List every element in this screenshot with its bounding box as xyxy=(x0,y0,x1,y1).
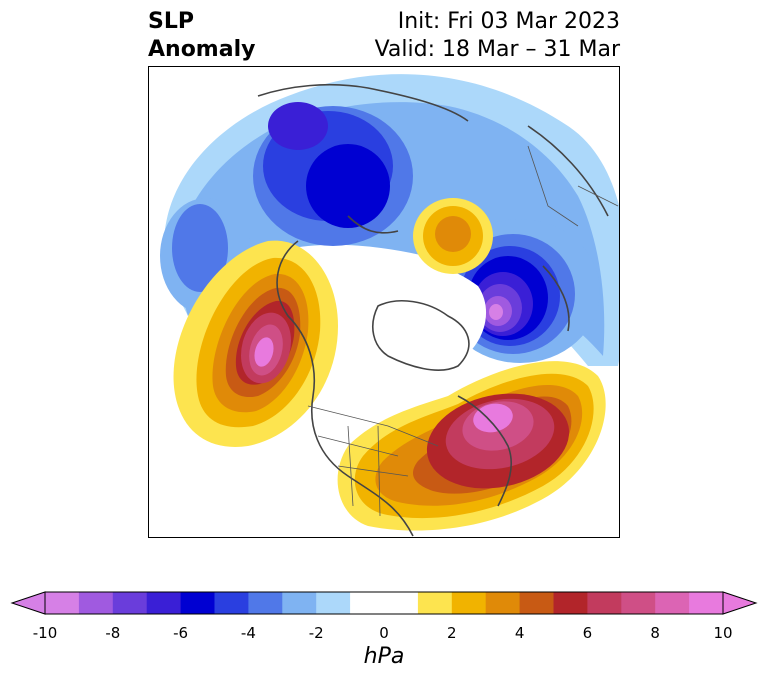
colorbar-cell xyxy=(78,592,114,614)
colorbar-cell xyxy=(45,592,80,614)
map-title-variable: SLP Anomaly xyxy=(148,8,255,64)
colorbar-tick-label: 0 xyxy=(379,624,389,642)
title-variable-line1: SLP xyxy=(148,9,194,34)
colorbar-cell xyxy=(417,592,453,614)
colorbar-cell xyxy=(587,592,622,614)
map-title-dates: Init: Fri 03 Mar 2023 Valid: 18 Mar – 31… xyxy=(375,8,620,64)
colorbar-tick-label: -4 xyxy=(240,624,256,642)
colorbar-cell xyxy=(282,592,317,614)
colorbar-cell xyxy=(485,592,521,614)
colorbar-cell xyxy=(519,592,554,614)
colorbar-tick-label: -8 xyxy=(105,624,121,642)
colorbar-tick-label: -10 xyxy=(32,624,58,642)
title-variable-line2: Anomaly xyxy=(148,37,256,62)
colorbar-cell xyxy=(112,592,148,614)
colorbar-tick-label: 4 xyxy=(514,624,525,642)
siberian-low xyxy=(253,102,413,246)
gulf-of-alaska-high xyxy=(173,240,338,447)
colorbar-cell xyxy=(180,592,215,614)
colorbar-frame xyxy=(44,591,724,615)
colorbar-tick-label: -6 xyxy=(173,624,189,642)
colorbar-tick-label: -2 xyxy=(308,624,324,642)
colorbar-cell xyxy=(350,592,385,614)
neutral-region xyxy=(294,255,487,370)
colorbar-over-arrow xyxy=(722,591,758,615)
map-frame xyxy=(148,66,620,538)
colorbar-cell xyxy=(316,592,351,614)
political-borders xyxy=(307,145,619,517)
colorbar-cell xyxy=(451,592,487,614)
colorbar-cell xyxy=(384,592,419,614)
colorbar-cell xyxy=(248,592,283,614)
coastlines xyxy=(257,83,609,537)
colorbar-cell xyxy=(621,592,656,614)
colorbar-cell xyxy=(689,592,724,614)
arctic-high xyxy=(413,198,493,274)
colorbar-cell xyxy=(146,592,182,614)
colorbar xyxy=(10,591,758,615)
init-date: Init: Fri 03 Mar 2023 xyxy=(397,9,620,34)
colorbar-tick-label: 2 xyxy=(447,624,457,642)
colorbar-cell xyxy=(655,592,690,614)
colorbar-tick-label: 10 xyxy=(713,624,733,642)
slp-anomaly-map xyxy=(148,66,620,538)
atlantic-high xyxy=(337,361,606,531)
valid-range: Valid: 18 Mar – 31 Mar xyxy=(374,37,620,62)
colorbar-tick-label: 8 xyxy=(650,624,660,642)
colorbar-under-arrow xyxy=(10,591,46,615)
colorbar-cell xyxy=(553,592,588,614)
colorbar-tick-label: 6 xyxy=(582,624,593,642)
colorbar-unit: hPa xyxy=(363,644,405,669)
colorbar-cell xyxy=(214,592,249,614)
